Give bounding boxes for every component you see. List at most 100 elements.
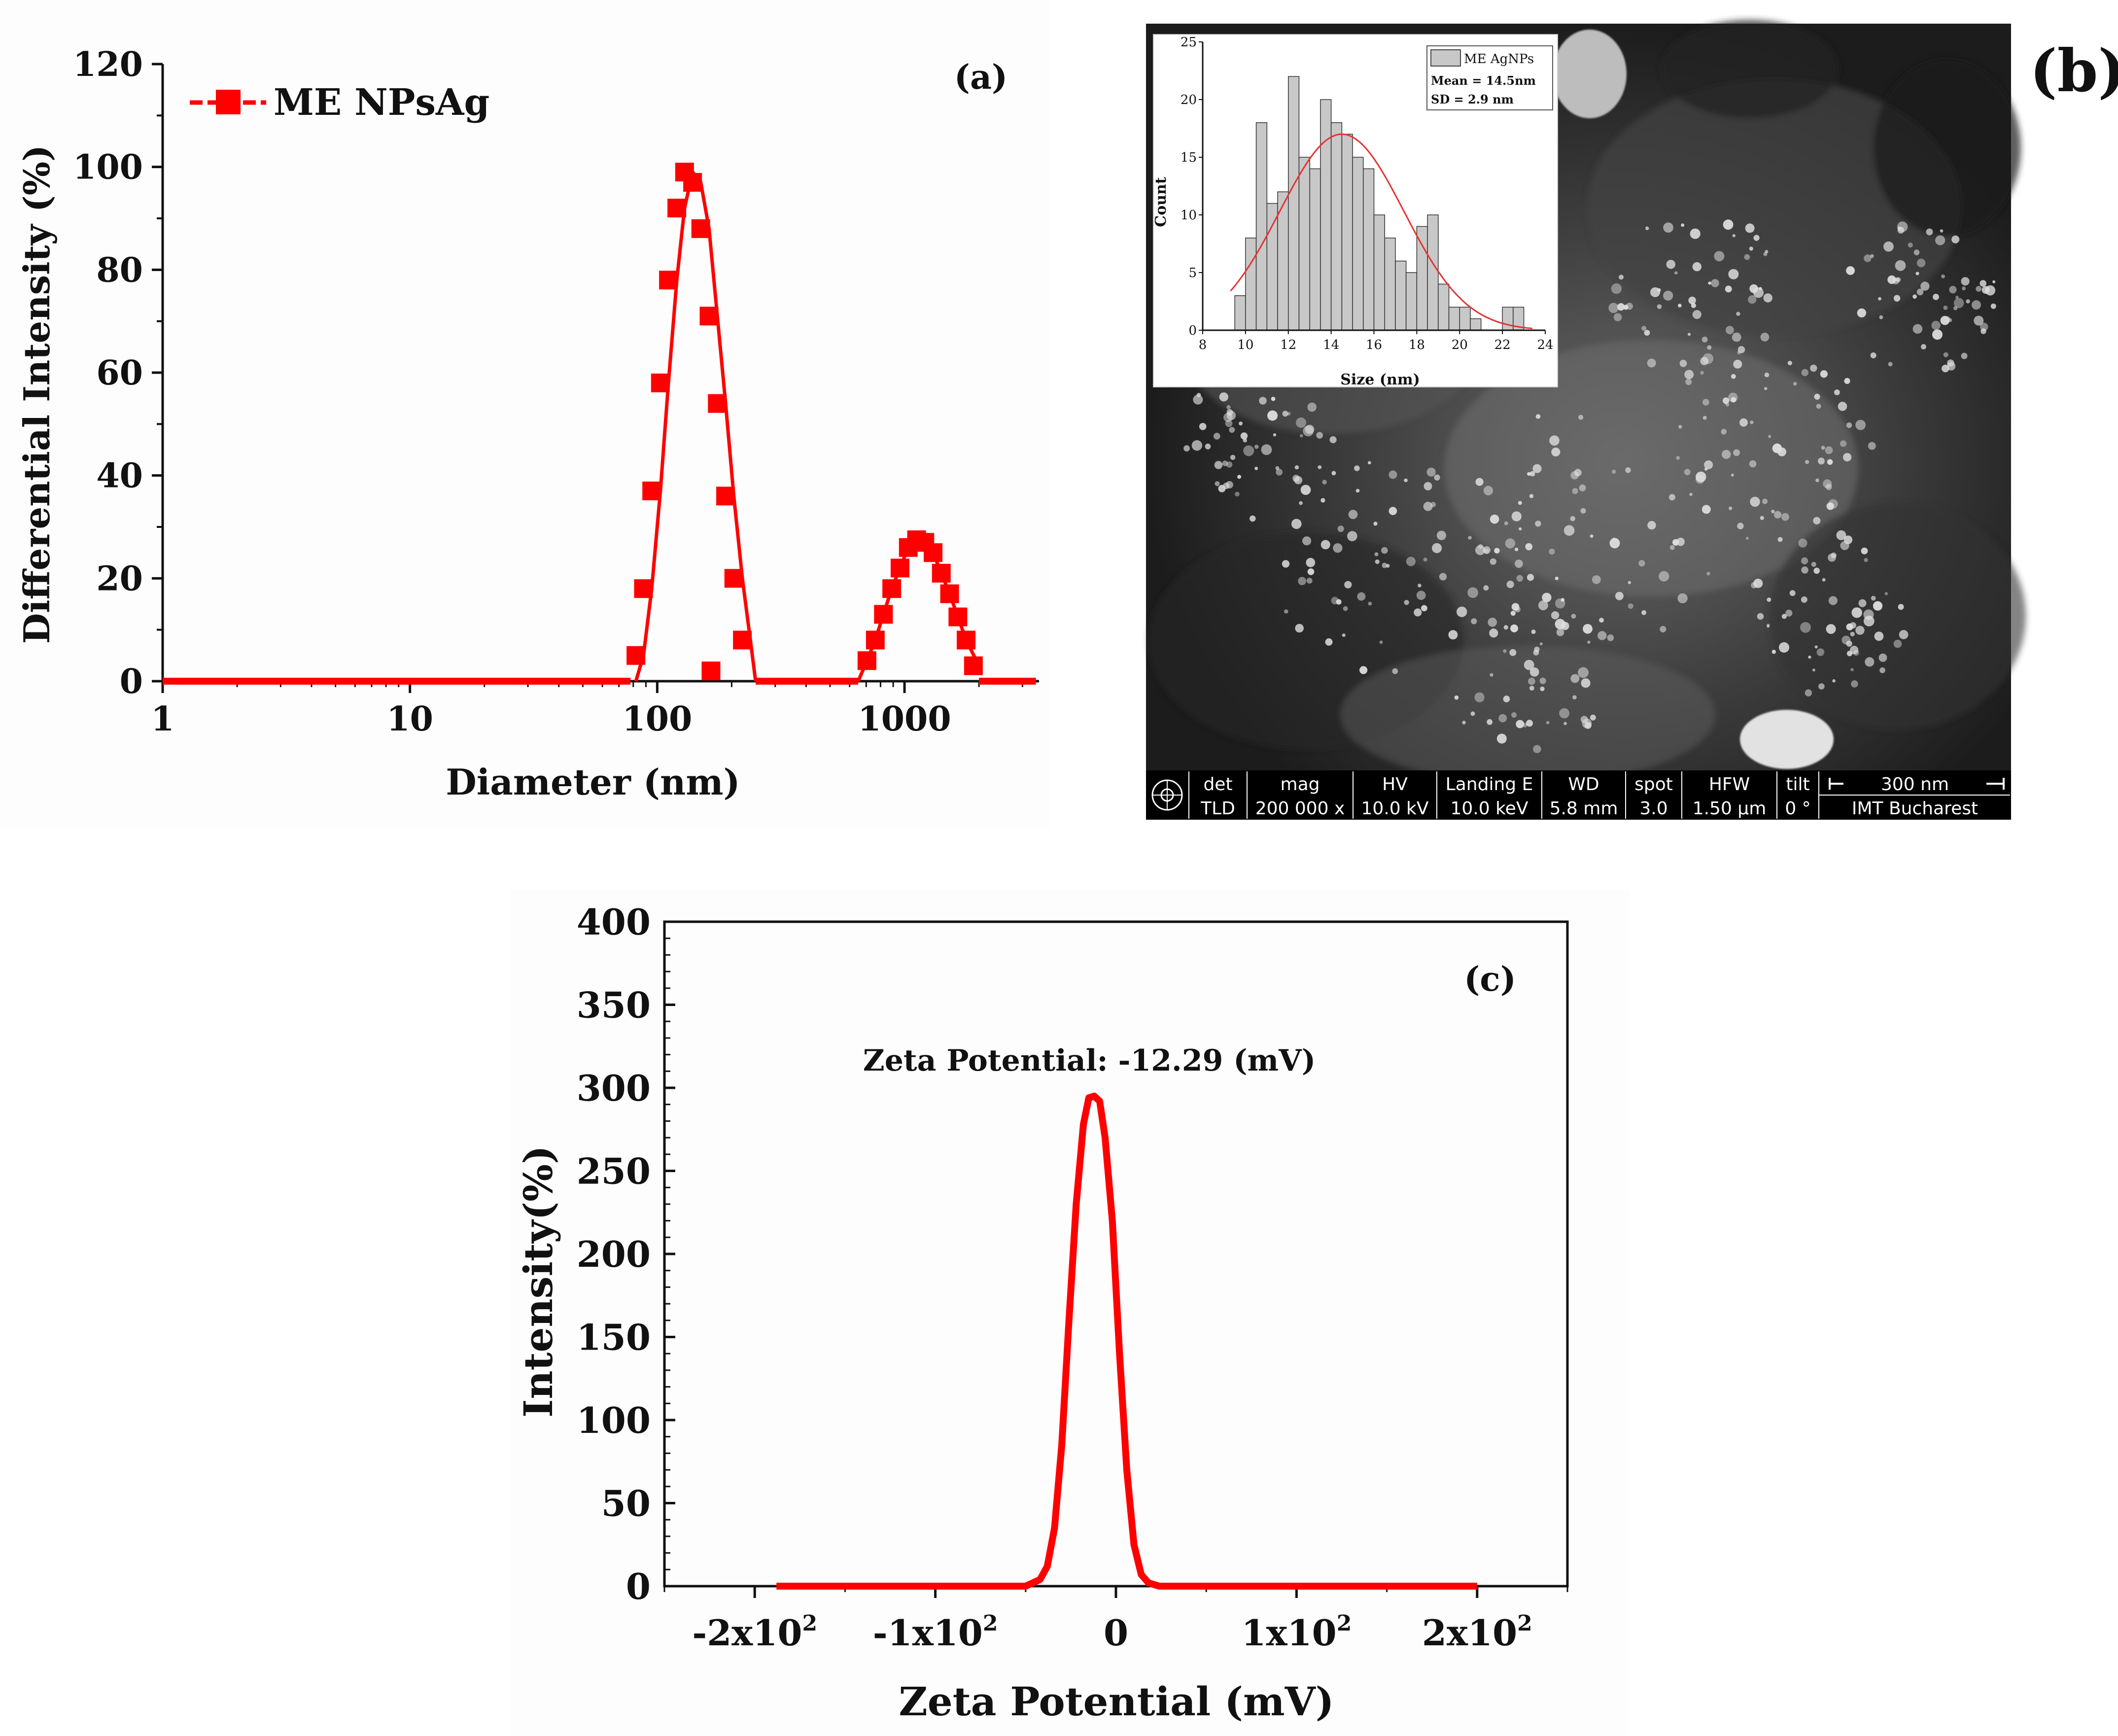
nanoparticle <box>1404 478 1408 483</box>
nanoparticle <box>1729 506 1733 511</box>
nanoparticle <box>1348 510 1358 520</box>
nanoparticle <box>1846 640 1852 647</box>
nanoparticle <box>1868 442 1876 450</box>
nanoparticle <box>1834 389 1840 395</box>
nanoparticle <box>1581 678 1591 688</box>
nanoparticle <box>1696 471 1706 483</box>
data-point <box>634 579 653 598</box>
nanoparticle <box>1611 283 1622 294</box>
nanoparticle <box>1226 411 1236 420</box>
data-point <box>964 656 983 675</box>
nanoparticle <box>1519 527 1522 531</box>
nanoparticle <box>1503 625 1508 630</box>
nanoparticle <box>1764 387 1768 390</box>
nanoparticle <box>1810 364 1817 372</box>
nanoparticle <box>1570 471 1579 480</box>
panel-a-legend: ME NPsAg <box>190 81 489 124</box>
nanoparticle <box>1940 315 1950 325</box>
nanoparticle <box>1771 650 1776 654</box>
data-point <box>866 630 885 650</box>
nanoparticle <box>1818 457 1825 465</box>
nanoparticle <box>1432 543 1442 554</box>
data-point <box>932 563 951 583</box>
nanoparticle <box>1921 344 1926 349</box>
nanoparticle <box>1764 372 1770 378</box>
nanoparticle <box>1529 667 1539 677</box>
nanoparticle <box>1563 525 1575 536</box>
data-point <box>924 543 943 562</box>
nanoparticle <box>1920 281 1930 291</box>
nanoparticle <box>1306 578 1313 584</box>
sem-info-cells: det TLD mag 200 000 x HV 10.0 kV Landing E 10.0… <box>1188 771 2010 819</box>
nanoparticle <box>1836 530 1846 540</box>
sem-field-label: HFW <box>1709 774 1750 795</box>
nanoparticle <box>1822 578 1826 582</box>
nanoparticle <box>1382 562 1388 568</box>
nanoparticle <box>1687 333 1691 336</box>
y-tick-label: 120 <box>73 45 143 84</box>
nanoparticle <box>1528 677 1535 685</box>
nanoparticle <box>1855 419 1866 430</box>
nanoparticle <box>1571 614 1576 619</box>
nanoparticle <box>1583 624 1593 634</box>
nanoparticle <box>1448 630 1458 640</box>
nanoparticle <box>1941 274 1945 278</box>
nanoparticle <box>1183 445 1190 451</box>
nanoparticle <box>1645 226 1649 230</box>
nanoparticle <box>1678 425 1682 429</box>
inset-x-tick-label: 18 <box>1409 338 1425 352</box>
inset-legend-label: ME AgNPs <box>1464 52 1534 67</box>
x-tick-label: 1000 <box>858 699 951 739</box>
y-tick-label: 40 <box>96 456 143 496</box>
data-point <box>651 373 670 392</box>
inset-x-tick-label: 12 <box>1280 338 1296 352</box>
nanoparticle <box>1374 552 1379 556</box>
nanoparticle <box>1608 303 1619 313</box>
nanoparticle <box>1484 549 1489 554</box>
nanoparticle <box>1966 299 1970 304</box>
y-tick-label: 20 <box>96 559 143 598</box>
data-point <box>890 558 909 578</box>
nanoparticle <box>1737 522 1744 529</box>
nanoparticle <box>1505 538 1516 549</box>
nanoparticle <box>1218 485 1226 492</box>
nanoparticle <box>1879 315 1883 319</box>
nanoparticle <box>1213 433 1220 440</box>
nanoparticle <box>1815 478 1819 483</box>
nanoparticle <box>1333 543 1343 553</box>
nanoparticle <box>1666 260 1675 269</box>
histogram-bar <box>1363 168 1375 331</box>
nanoparticle <box>1590 534 1594 538</box>
nanoparticle <box>1342 633 1346 637</box>
nanoparticle <box>1814 645 1818 649</box>
nanoparticle <box>1549 435 1560 446</box>
nanoparticle <box>1561 598 1565 602</box>
panel-a-markers <box>626 163 983 681</box>
nanoparticle <box>1853 650 1859 656</box>
nanoparticle <box>1706 572 1710 576</box>
nanoparticle <box>1844 378 1850 384</box>
nanoparticle <box>1282 560 1290 568</box>
nanoparticle <box>1732 234 1736 238</box>
nanoparticle <box>1336 599 1342 605</box>
nanoparticle <box>1767 625 1770 628</box>
sem-field-value: 5.8 mm <box>1550 799 1618 819</box>
nanoparticle <box>1820 370 1828 378</box>
histogram-bar <box>1298 157 1310 331</box>
nanoparticle <box>1763 252 1768 256</box>
nanoparticle <box>1846 422 1852 428</box>
nanoparticle <box>1483 585 1489 591</box>
histogram-bar <box>1320 99 1332 331</box>
nanoparticle <box>1870 254 1874 258</box>
nanoparticle <box>1423 557 1427 562</box>
nanoparticle <box>1599 618 1604 623</box>
nanoparticle <box>1381 547 1388 554</box>
nanoparticle <box>1625 467 1631 473</box>
nanoparticle <box>1650 287 1660 297</box>
nanoparticle <box>1728 392 1738 402</box>
nanoparticle <box>1895 260 1906 271</box>
nanoparticle <box>1423 502 1433 511</box>
nanoparticle <box>1612 537 1616 541</box>
nanoparticle <box>1865 657 1875 667</box>
nanoparticle <box>1259 397 1267 405</box>
